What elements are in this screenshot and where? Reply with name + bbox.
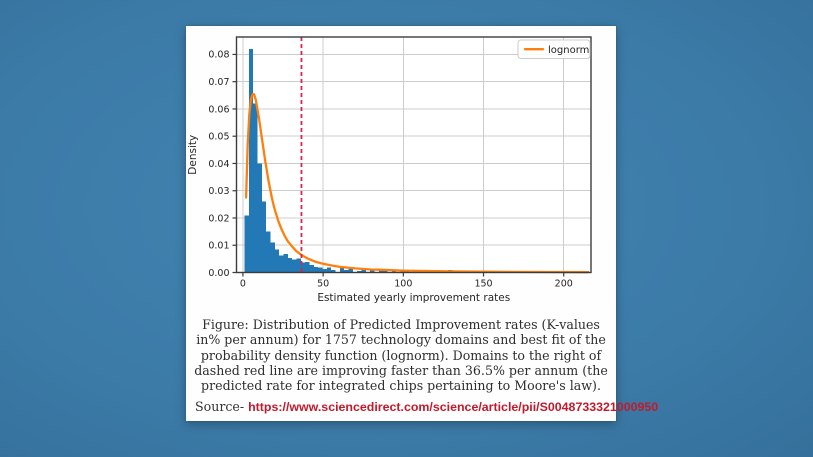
plot-border xyxy=(235,36,592,274)
figure-caption: Figure: Distribution of Predicted Improv… xyxy=(194,317,608,394)
histogram-bar xyxy=(257,163,262,273)
grid-lines xyxy=(236,37,591,273)
histogram-bar xyxy=(300,262,306,273)
histogram-bar xyxy=(370,269,375,273)
y-tick-label: 0.04 xyxy=(208,159,229,170)
histogram-bar xyxy=(266,231,271,273)
histogram-bar xyxy=(313,266,319,273)
histogram-bar xyxy=(261,201,267,273)
histogram-bar xyxy=(305,262,310,273)
histogram-bar xyxy=(287,257,293,273)
source-line: Source- https://www.sciencedirect.com/sc… xyxy=(195,398,658,414)
x-tick-label: 100 xyxy=(394,279,412,290)
tick-marks xyxy=(232,53,565,277)
legend-box: lognorm xyxy=(517,39,591,59)
histogram-bar xyxy=(244,215,249,273)
y-tick-label: 0.07 xyxy=(208,77,229,88)
histogram-bar xyxy=(344,270,349,273)
y-tick-label: 0.02 xyxy=(208,213,229,224)
x-tick-label: 50 xyxy=(317,279,329,290)
histogram-bar xyxy=(270,242,275,273)
y-tick-label: 0.01 xyxy=(208,241,229,252)
y-tick-label: 0.00 xyxy=(208,268,229,279)
histogram-bar xyxy=(279,255,284,273)
y-axis-label: Density xyxy=(187,135,199,175)
plot-area xyxy=(236,37,591,273)
legend-label: lognorm xyxy=(548,45,589,56)
y-tick-label: 0.05 xyxy=(208,132,229,143)
figure-card: 0.00 0.01 0.02 0.03 0.04 0.05 0.06 0.07 0.08 0 50 1… xyxy=(186,26,658,421)
histogram-bar xyxy=(331,269,336,273)
histogram-bar xyxy=(292,259,297,273)
histogram-bar xyxy=(357,270,362,273)
histogram-bar xyxy=(274,249,280,273)
lognorm-fit-line xyxy=(244,92,589,274)
histogram-bar xyxy=(283,254,288,273)
histogram-bar xyxy=(391,270,397,273)
histogram-bar xyxy=(253,103,258,273)
histogram-bar xyxy=(326,267,332,273)
histogram-bar xyxy=(348,269,353,273)
tick-labels: 0.00 0.01 0.02 0.03 0.04 0.05 0.06 0.07 0.08 0 50 1… xyxy=(208,50,572,290)
histogram-bar xyxy=(296,258,301,273)
y-tick-label: 0.06 xyxy=(208,104,229,115)
histogram-figure: 0.00 0.01 0.02 0.03 0.04 0.05 0.06 0.07 0.08 0 50 1… xyxy=(186,26,616,314)
histogram-bar xyxy=(361,269,366,273)
x-axis-label: Estimated yearly improvement rates xyxy=(317,292,510,304)
histogram-chart: 0.00 0.01 0.02 0.03 0.04 0.05 0.06 0.07 0.08 0 50 1… xyxy=(187,36,592,304)
source-link[interactable]: https://www.sciencedirect.com/science/ar… xyxy=(248,399,659,414)
y-tick-label: 0.08 xyxy=(208,50,229,61)
histogram-bar xyxy=(318,267,323,273)
x-tick-label: 200 xyxy=(555,279,573,290)
histogram-bar xyxy=(248,48,254,273)
histogram-bar xyxy=(339,267,345,273)
source-label: Source- xyxy=(195,398,249,414)
histogram-bar xyxy=(309,265,314,273)
histogram-bar xyxy=(322,269,327,273)
histogram-bar xyxy=(378,270,384,273)
y-tick-label: 0.03 xyxy=(208,186,229,197)
x-tick-label: 150 xyxy=(474,279,492,290)
x-tick-label: 0 xyxy=(240,279,246,290)
